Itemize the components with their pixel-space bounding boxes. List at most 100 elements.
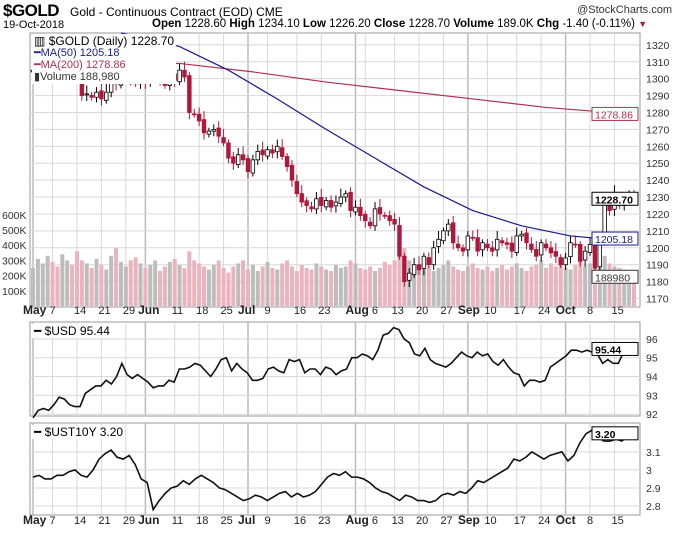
volume-bar bbox=[495, 268, 500, 306]
candle-body bbox=[250, 159, 256, 174]
volume-bar bbox=[519, 268, 524, 306]
volume-bar bbox=[632, 277, 636, 306]
candle-body bbox=[421, 255, 427, 269]
x-tick-label: 29 bbox=[123, 305, 135, 317]
volume-bar bbox=[236, 263, 241, 306]
candle-body bbox=[392, 218, 397, 225]
y-tick-label-2: 2.9 bbox=[646, 483, 661, 495]
volume-bar bbox=[333, 264, 338, 306]
y-tick-label-0: 1260 bbox=[646, 141, 670, 153]
volume-bar bbox=[202, 266, 207, 306]
x-tick-label: 23 bbox=[318, 305, 330, 317]
candle-body bbox=[490, 247, 495, 252]
volume-bar bbox=[197, 263, 202, 306]
y-tick-label-0: 1200 bbox=[646, 243, 670, 255]
x-tick-label: 23 bbox=[318, 515, 330, 527]
candle-body bbox=[460, 247, 466, 252]
candle-body bbox=[451, 222, 456, 244]
volume-bar bbox=[368, 266, 373, 306]
candle-body bbox=[84, 93, 89, 96]
candle-body bbox=[465, 235, 471, 251]
candle-body bbox=[299, 193, 304, 203]
x-tick-label: 15 bbox=[611, 305, 623, 317]
volume-bar bbox=[177, 264, 182, 306]
volume-bar bbox=[436, 268, 441, 306]
candle-body bbox=[509, 242, 515, 252]
high-value: 1234.10 bbox=[258, 18, 300, 30]
volume-bar bbox=[309, 269, 314, 306]
volume-bar bbox=[353, 263, 358, 306]
ust10y-last-tag: 3.20 bbox=[595, 429, 616, 441]
volume-bar bbox=[104, 269, 109, 306]
volume-bar bbox=[319, 266, 324, 306]
x-tick-label: 11 bbox=[172, 515, 183, 527]
usd-last-tag: 95.44 bbox=[595, 344, 621, 356]
ohlc-summary: Open 1228.60 High 1234.10 Low 1226.20 Cl… bbox=[152, 18, 647, 30]
candle-body bbox=[348, 191, 353, 211]
ust-legend: ━ $UST10Y 3.20 bbox=[32, 425, 126, 439]
volume-bar bbox=[167, 261, 172, 306]
volume-bar bbox=[544, 268, 549, 306]
x-tick-label: Oct bbox=[556, 513, 576, 527]
volume-bar bbox=[55, 266, 60, 306]
y-tick-label-1: 92 bbox=[646, 409, 658, 421]
last-ma200-tag: 1278.86 bbox=[595, 109, 633, 121]
volume-bar bbox=[260, 266, 265, 306]
volume-bar bbox=[118, 261, 123, 306]
open-label: Open bbox=[152, 18, 182, 30]
volume-bar bbox=[109, 255, 114, 306]
x-tick-label: 27 bbox=[440, 305, 452, 317]
candle-body bbox=[504, 242, 510, 245]
candle-body bbox=[411, 264, 417, 275]
y-tick-label-0: 1220 bbox=[646, 209, 670, 221]
volume-bar bbox=[627, 271, 632, 306]
candle-body bbox=[568, 242, 573, 257]
candle-body bbox=[177, 69, 182, 83]
y-tick-label-2: 2.8 bbox=[646, 501, 661, 513]
volume-bar bbox=[417, 268, 422, 306]
copyright[interactable]: @StockCharts.com bbox=[577, 4, 672, 16]
volume-bar bbox=[241, 260, 246, 306]
volume-bar bbox=[475, 268, 480, 306]
last-ma50-tag: 1205.18 bbox=[595, 234, 633, 246]
x-tick-label: 24 bbox=[538, 305, 550, 317]
volume-bar bbox=[60, 254, 65, 306]
candle-body bbox=[578, 244, 583, 262]
volume-tick-label: 100K bbox=[2, 286, 27, 298]
last-volume-tag: 188980 bbox=[595, 272, 630, 284]
volume-bar bbox=[534, 264, 539, 306]
last-close-tag: 1228.70 bbox=[595, 194, 633, 206]
volume-bar bbox=[514, 263, 519, 306]
y-tick-label-0: 1230 bbox=[646, 192, 670, 204]
candle-body bbox=[529, 243, 534, 250]
volume-bar bbox=[294, 271, 299, 306]
panel-frame-2 bbox=[29, 422, 641, 516]
x-tick-label: Oct bbox=[556, 303, 576, 317]
x-tick-label: 7 bbox=[50, 305, 56, 317]
candle-body bbox=[367, 221, 373, 227]
x-tick-label: 18 bbox=[196, 305, 208, 317]
volume-bar bbox=[588, 263, 593, 306]
volume-bar bbox=[35, 258, 40, 306]
candle-body bbox=[319, 196, 324, 206]
volume-bar bbox=[578, 260, 583, 306]
x-tick-label: 25 bbox=[221, 305, 233, 317]
y-tick-label-0: 1190 bbox=[646, 260, 669, 272]
volume-bar bbox=[446, 260, 451, 306]
volume-bar bbox=[280, 263, 285, 306]
volume-bar bbox=[143, 268, 148, 306]
panel-frame-1 bbox=[29, 321, 641, 417]
volume-bar bbox=[592, 268, 597, 306]
volume-bar bbox=[206, 269, 211, 306]
volume-bar bbox=[465, 266, 470, 306]
x-tick-label: 15 bbox=[611, 515, 623, 527]
y-tick-label-0: 1280 bbox=[646, 107, 670, 119]
last-ma200-tag-box bbox=[591, 106, 639, 121]
candle-body bbox=[221, 137, 226, 144]
volume-bar bbox=[509, 266, 514, 306]
candle-body bbox=[245, 158, 251, 173]
ma50-line bbox=[120, 32, 635, 240]
candle-body bbox=[519, 233, 524, 237]
x-tick-label: May bbox=[23, 303, 47, 317]
usd-legend: ━ $USD 95.44 bbox=[32, 324, 112, 338]
